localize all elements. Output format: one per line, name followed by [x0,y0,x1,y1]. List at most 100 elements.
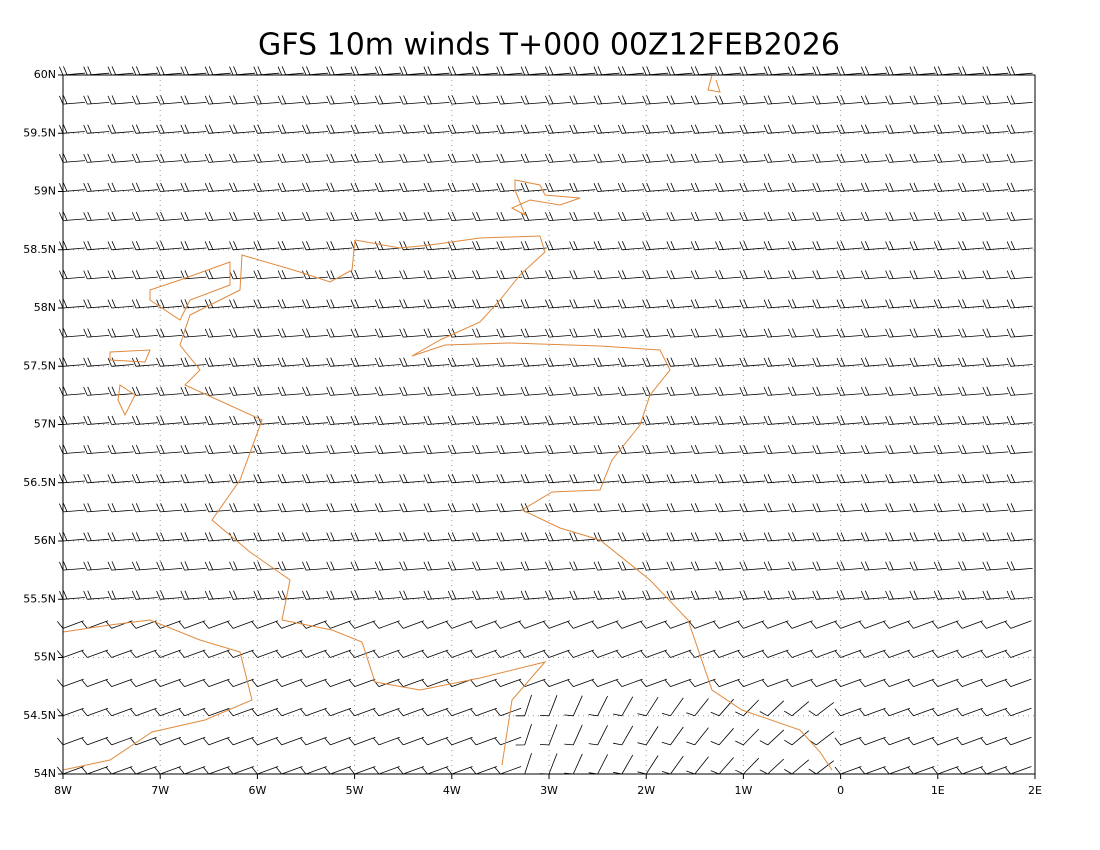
wind-barb [739,386,766,396]
wind-barb [156,153,183,163]
wind-barb [83,95,110,105]
wind-barb [933,299,960,309]
wind-barb [204,357,231,367]
wind-barb [253,95,280,105]
wind-barb [472,474,499,484]
wind-barb [956,649,983,658]
wind-barb [472,182,499,192]
wind-barb [496,386,523,396]
wind-barb [229,270,256,280]
wind-barb [545,532,571,542]
wind-barb [715,241,742,251]
wind-barb [710,698,734,717]
wind-barb [933,503,960,513]
wind-barb [83,66,110,76]
wind-barb [107,444,134,454]
wind-barb [302,241,328,251]
wind-barb [539,695,558,717]
wind-barb [494,649,522,658]
wind-barb [302,182,328,192]
wind-barb [982,299,1009,309]
axes: 8W 7W 6W 5W 4W 3W 2W 1W 0 1E 2E 54N 54.5N 55N 55.5N 56N… [23,68,1042,797]
wind-barb [1004,766,1032,775]
wind-barb [59,153,85,163]
wind-barb [350,124,377,134]
wind-barb [496,357,523,367]
wind-barb [666,241,693,251]
wind-barb [860,182,887,192]
wind-barb [715,270,742,280]
wind-barb [715,328,742,338]
wind-barb [569,211,596,221]
wind-barb [958,153,985,163]
wind-barb [423,328,450,338]
wind-barb [836,211,863,221]
wind-barb [275,707,303,717]
wind-barb [447,270,474,280]
wind-barb [227,620,254,629]
wind-barb [788,211,814,221]
wind-barb [642,503,669,513]
wind-barb [690,153,717,163]
wind-barb [569,532,596,542]
wind-barb [785,678,813,687]
title: GFS 10m winds T+000 00Z12FEB2026 [258,28,840,63]
wind-barb [423,299,450,309]
wind-barb [569,66,596,76]
wind-barb [204,66,231,76]
wind-barb [545,474,571,484]
wind-barb [251,736,279,746]
wind-barb [883,620,911,629]
wind-barb [399,415,426,425]
wind-barb [763,561,790,571]
wind-barb [545,241,571,251]
wind-barb [593,95,620,105]
wind-barb [567,649,595,658]
x-tick-label: 0 [837,784,844,797]
wind-barb [1006,66,1033,76]
wind-barb [788,153,814,163]
wind-barb [326,95,353,105]
wind-barb [399,532,426,542]
coastline-orkney [510,179,581,217]
wind-barb [350,532,377,542]
coastline-hebrides [109,261,231,417]
wind-barb [251,707,279,717]
wind-barb [933,474,960,484]
wind-barb [350,270,377,280]
wind-barb [761,649,789,658]
wind-barb [858,766,886,775]
wind-barb [81,620,109,629]
x-tick-label: 4W [443,784,461,797]
wind-barb [204,270,231,280]
wind-barb [275,678,303,687]
wind-barb [178,766,206,775]
wind-barb [180,590,207,600]
wind-barb [447,415,474,425]
wind-barb [739,415,766,425]
wind-barb [836,415,863,425]
wind-barb [154,649,182,658]
wind-barb [593,124,620,134]
wind-barb [154,707,182,717]
wind-barb [784,759,810,775]
wind-barb [642,444,669,454]
wind-barb [423,561,450,571]
y-tick-label: 58.5N [23,243,56,256]
wind-barb [299,649,327,658]
wind-barb [885,66,912,76]
wind-barb [83,299,110,309]
wind-barb [569,299,596,309]
wind-barb [472,590,499,600]
wind-barb [642,95,669,105]
wind-barb [324,766,352,775]
wind-barb [569,95,596,105]
wind-barb [788,270,814,280]
wind-barb [739,124,766,134]
wind-barb [251,766,279,775]
wind-barb [326,444,353,454]
wind-barb [447,444,474,454]
wind-barb [661,726,684,746]
wind-barb [836,444,863,454]
wind-barb [447,241,474,251]
